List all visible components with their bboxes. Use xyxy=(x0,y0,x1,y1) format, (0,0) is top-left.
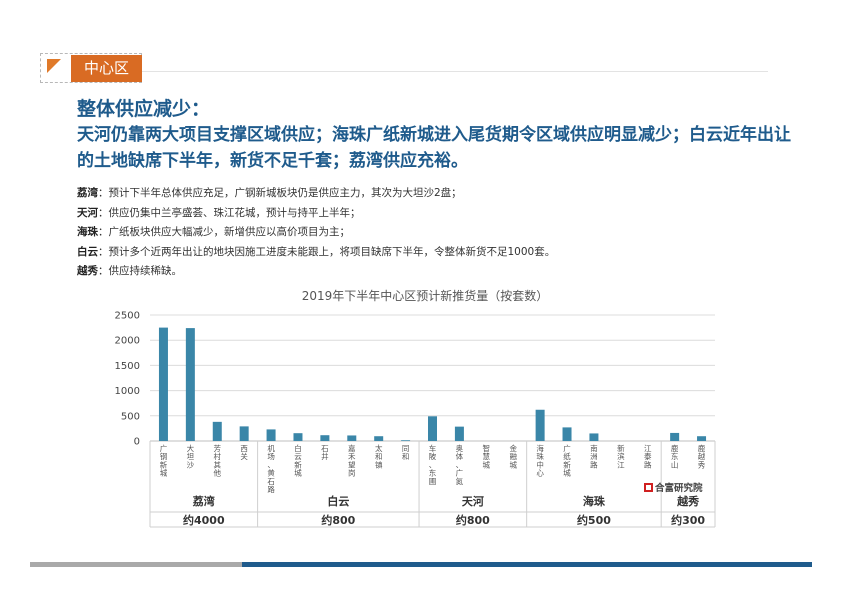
logo-text: 合富研究院 xyxy=(655,483,703,494)
bar xyxy=(535,409,545,441)
footer-bar-blue xyxy=(242,562,812,567)
group-label: 荔湾 xyxy=(192,494,215,508)
x-tick-label: 江泰路 xyxy=(644,444,652,469)
x-tick-label: 金融城 xyxy=(509,443,517,469)
y-tick-label: 2500 xyxy=(115,311,140,322)
y-tick-label: 0 xyxy=(134,437,140,448)
note-text: ：供应持续稀缺。 xyxy=(98,265,182,277)
note-text: ：广纸板块供应大幅减少，新增供应以高价项目为主； xyxy=(98,226,350,238)
y-tick-label: 500 xyxy=(121,411,140,422)
group-label: 越秀 xyxy=(676,494,699,508)
group-total: 约500 xyxy=(577,513,611,527)
x-tick-label: 奥体、广氮 xyxy=(456,443,464,486)
note-key: 白云 xyxy=(77,245,98,258)
group-total: 约800 xyxy=(456,513,490,527)
bar xyxy=(374,436,384,441)
note-text: ：预计多个近两年出让的地块因施工进度未能跟上，将项目缺席下半年，令整体新货不足1… xyxy=(98,245,556,258)
x-tick-label: 鹿越秀 xyxy=(698,443,706,469)
x-tick-label: 海珠中心 xyxy=(536,443,544,478)
bar xyxy=(293,433,303,441)
headline-title: 整体供应减少： xyxy=(77,98,211,120)
bar xyxy=(589,433,599,441)
bar xyxy=(562,427,572,441)
x-tick-label: 车陂、东圃 xyxy=(429,443,437,486)
note-text: ：供应仍集中兰亭盛荟、珠江花城，预计与持平上半年； xyxy=(98,206,361,219)
x-tick-label: 西关 xyxy=(240,444,248,461)
x-tick-label: 智慧城 xyxy=(483,443,491,469)
y-tick-label: 1500 xyxy=(115,361,140,372)
section-tag-label: 中心区 xyxy=(71,55,142,82)
x-tick-label: 石井 xyxy=(321,444,329,461)
section-tag: 中心区 xyxy=(40,53,142,83)
note-text: ：预计下半年总体供应充足，广钢新城板块仍是供应主力，其次为大坦沙2盘； xyxy=(98,187,462,199)
corner-triangle-icon xyxy=(47,59,61,73)
x-tick-label: 同和 xyxy=(402,444,410,461)
x-tick-label: 嘉禾望岗 xyxy=(348,443,356,478)
footer-bar-grey xyxy=(30,562,242,567)
logo-icon xyxy=(644,483,653,492)
bar xyxy=(670,432,680,441)
note-row: 白云：预计多个近两年出让的地块因施工进度未能跟上，将项目缺席下半年，令整体新货不… xyxy=(77,243,797,263)
bar xyxy=(158,327,168,441)
note-key: 越秀 xyxy=(77,265,98,277)
bar xyxy=(401,440,411,441)
x-tick-label: 广钢新城 xyxy=(160,443,168,478)
x-tick-label: 白云新城 xyxy=(294,443,302,478)
bar xyxy=(239,426,249,441)
x-tick-label: 芳村其他 xyxy=(214,443,222,478)
note-row: 天河：供应仍集中兰亭盛荟、珠江花城，预计与持平上半年； xyxy=(77,204,797,224)
note-row: 荔湾：预计下半年总体供应充足，广钢新城板块仍是供应主力，其次为大坦沙2盘； xyxy=(77,184,797,204)
note-row: 海珠：广纸板块供应大幅减少，新增供应以高价项目为主； xyxy=(77,223,797,243)
y-tick-label: 1000 xyxy=(115,386,140,397)
note-key: 荔湾 xyxy=(77,187,98,199)
note-row: 越秀：供应持续稀缺。 xyxy=(77,262,797,282)
header-divider xyxy=(142,71,768,72)
headline: 整体供应减少： 天河仍靠两大项目支撑区域供应；海珠广纸新城进入尾货期令区域供应明… xyxy=(77,96,797,174)
bar xyxy=(212,421,222,441)
group-label: 天河 xyxy=(462,494,484,508)
group-label: 白云 xyxy=(327,494,349,508)
bar xyxy=(320,435,330,441)
x-tick-label: 南洲路 xyxy=(590,443,598,469)
group-total: 约4000 xyxy=(183,513,225,527)
x-tick-label: 鹿东山 xyxy=(671,443,679,469)
x-tick-label: 太和镇 xyxy=(375,443,383,469)
chart-title: 2019年下半年中心区预计新推货量（按套数） xyxy=(301,289,549,303)
bar xyxy=(266,429,276,441)
note-key: 天河 xyxy=(77,206,98,219)
group-total: 约800 xyxy=(321,513,355,527)
x-tick-label: 机场、黄石路 xyxy=(267,443,275,494)
group-total: 约300 xyxy=(671,513,705,527)
y-tick-label: 2000 xyxy=(115,336,140,347)
district-notes: 荔湾：预计下半年总体供应充足，广钢新城板块仍是供应主力，其次为大坦沙2盘； 天河… xyxy=(77,184,797,282)
bar xyxy=(347,435,357,441)
note-key: 海珠 xyxy=(77,226,98,238)
bar xyxy=(697,436,707,441)
x-tick-label: 广纸新城 xyxy=(563,443,571,478)
headline-summary: 天河仍靠两大项目支撑区域供应；海珠广纸新城进入尾货期令区域供应明显减少；白云近年… xyxy=(77,125,791,171)
bar xyxy=(454,426,464,441)
x-tick-label: 新滨江 xyxy=(617,443,625,469)
group-label: 海珠 xyxy=(583,494,606,508)
bar xyxy=(185,328,195,441)
x-tick-label: 大坦沙 xyxy=(187,443,195,469)
bar xyxy=(428,416,437,441)
company-logo: 合富研究院 xyxy=(644,480,703,494)
